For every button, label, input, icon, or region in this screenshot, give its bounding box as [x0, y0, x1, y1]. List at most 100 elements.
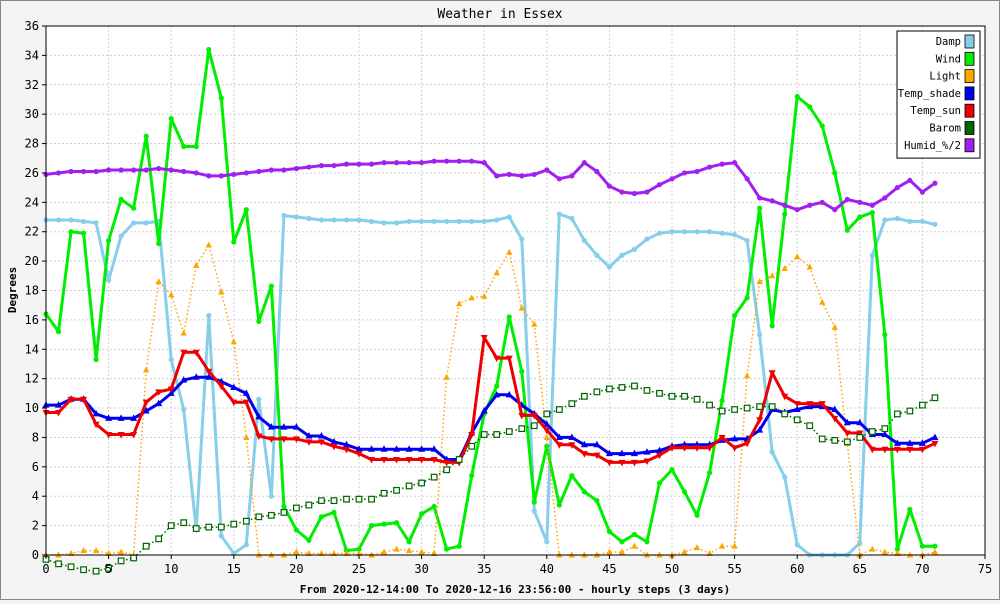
- data-point-damp: [93, 220, 99, 226]
- data-point-light: [142, 366, 150, 373]
- data-point-damp: [769, 449, 775, 455]
- data-point-barom: [756, 403, 764, 410]
- data-point-damp: [444, 218, 450, 225]
- data-point-wind: [694, 512, 700, 518]
- data-point-wind: [644, 539, 650, 545]
- data-point-damp: [506, 214, 512, 220]
- data-point-light: [92, 547, 100, 554]
- x-tick-label: 70: [915, 562, 929, 576]
- y-tick-label: 16: [25, 313, 39, 327]
- data-point-temp-sun: [931, 440, 939, 448]
- data-point-temp-shade: [393, 445, 401, 452]
- data-point-humid-2: [644, 189, 650, 195]
- data-point-damp: [80, 218, 87, 225]
- data-point-humid-2: [857, 199, 863, 205]
- data-point-temp-sun: [493, 355, 501, 363]
- data-point-temp-sun: [267, 436, 275, 443]
- data-point-wind: [431, 503, 437, 510]
- data-point-temp-sun: [280, 436, 288, 443]
- data-point-light: [543, 433, 550, 440]
- data-point-humid-2: [594, 168, 600, 175]
- data-point-humid-2: [381, 160, 387, 166]
- y-tick-label: 10: [25, 401, 39, 415]
- data-point-barom: [105, 564, 113, 572]
- data-point-humid-2: [306, 164, 312, 170]
- data-point-barom: [768, 403, 776, 410]
- data-point-barom: [693, 395, 701, 403]
- data-point-barom: [505, 428, 513, 435]
- data-point-light: [718, 542, 726, 549]
- data-point-damp: [55, 217, 62, 223]
- data-point-wind: [769, 323, 775, 329]
- data-point-humid-2: [506, 171, 512, 178]
- data-point-temp-shade: [130, 414, 138, 421]
- data-point-light: [881, 548, 889, 555]
- data-point-temp-sun: [342, 446, 350, 454]
- data-point-wind: [844, 227, 850, 233]
- data-point-temp-shade: [543, 420, 551, 427]
- series-wind: [43, 46, 938, 554]
- data-point-humid-2: [206, 173, 212, 179]
- data-point-damp: [706, 229, 713, 235]
- data-point-barom: [518, 425, 526, 433]
- data-point-temp-shade: [55, 401, 63, 408]
- data-point-barom: [668, 392, 676, 400]
- data-point-barom: [856, 434, 864, 441]
- data-point-barom: [555, 406, 563, 413]
- data-point-temp-shade: [493, 390, 501, 398]
- data-point-humid-2: [619, 189, 625, 195]
- x-tick-label: 35: [477, 562, 491, 576]
- data-point-wind: [231, 239, 237, 245]
- data-point-barom: [130, 554, 138, 562]
- data-point-wind: [894, 546, 900, 552]
- data-point-temp-sun: [843, 430, 851, 438]
- data-point-temp-sun: [305, 439, 313, 446]
- data-point-wind: [143, 133, 149, 139]
- y-axis-label: Degrees: [6, 267, 19, 313]
- data-point-temp-sun: [718, 434, 726, 442]
- data-point-damp: [256, 396, 262, 402]
- data-point-barom: [918, 401, 926, 409]
- data-point-temp-shade: [756, 426, 764, 433]
- data-point-temp-shade: [242, 389, 250, 396]
- data-point-wind: [281, 503, 287, 510]
- y-tick-label: 4: [32, 489, 39, 503]
- data-point-temp-sun: [155, 389, 163, 396]
- data-point-humid-2: [744, 176, 750, 182]
- data-point-light: [80, 547, 87, 554]
- data-point-damp: [68, 217, 74, 223]
- data-point-humid-2: [894, 185, 900, 191]
- data-point-light: [806, 263, 813, 270]
- data-point-temp-sun: [142, 399, 150, 407]
- data-point-barom: [931, 394, 939, 402]
- data-point-humid-2: [181, 168, 187, 175]
- data-point-humid-2: [331, 162, 337, 169]
- data-point-wind: [268, 283, 274, 289]
- x-tick-label: 45: [602, 562, 616, 576]
- data-point-barom: [405, 482, 413, 490]
- data-point-temp-shade: [856, 418, 864, 426]
- legend: Damp Wind Light Temp_shade Temp_sun Barom Humi…: [896, 30, 981, 159]
- data-point-light: [493, 269, 500, 276]
- data-point-temp-sun: [831, 415, 839, 423]
- data-point-humid-2: [419, 160, 425, 166]
- data-point-humid-2: [494, 173, 500, 179]
- data-point-wind: [907, 506, 913, 513]
- data-point-humid-2: [681, 170, 688, 176]
- data-point-damp: [606, 264, 613, 270]
- data-point-temp-sun: [80, 396, 88, 404]
- series-temp-sun: [42, 335, 939, 467]
- x-tick-label: 0: [42, 562, 49, 576]
- data-point-temp-sun: [580, 451, 588, 458]
- legend-label-damp: Damp: [936, 36, 961, 48]
- data-point-damp: [894, 215, 900, 222]
- data-point-barom: [618, 384, 626, 391]
- data-point-damp: [318, 217, 325, 223]
- data-point-wind: [106, 237, 112, 244]
- data-point-wind: [193, 143, 199, 150]
- data-point-barom: [418, 479, 425, 487]
- data-point-damp: [168, 356, 174, 363]
- y-tick-label: 8: [32, 430, 39, 444]
- data-point-barom: [530, 422, 538, 430]
